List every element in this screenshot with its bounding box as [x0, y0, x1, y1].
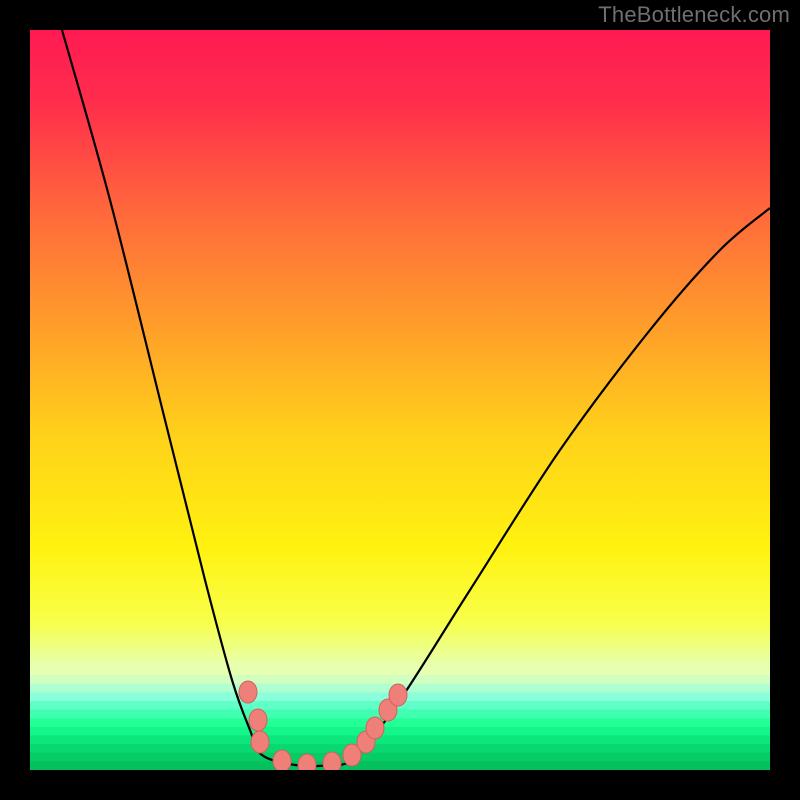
- data-marker: [251, 731, 269, 753]
- data-marker: [323, 752, 341, 774]
- bottom-green-band: [30, 666, 770, 770]
- data-marker: [249, 709, 267, 731]
- data-marker: [366, 717, 384, 739]
- chart-container: TheBottleneck.com: [0, 0, 800, 800]
- gradient-background: [30, 30, 770, 770]
- bottleneck-chart: [0, 0, 800, 800]
- watermark-text: TheBottleneck.com: [598, 2, 790, 28]
- data-marker: [298, 754, 316, 776]
- data-marker: [239, 681, 257, 703]
- data-marker: [273, 750, 291, 772]
- data-marker: [389, 684, 407, 706]
